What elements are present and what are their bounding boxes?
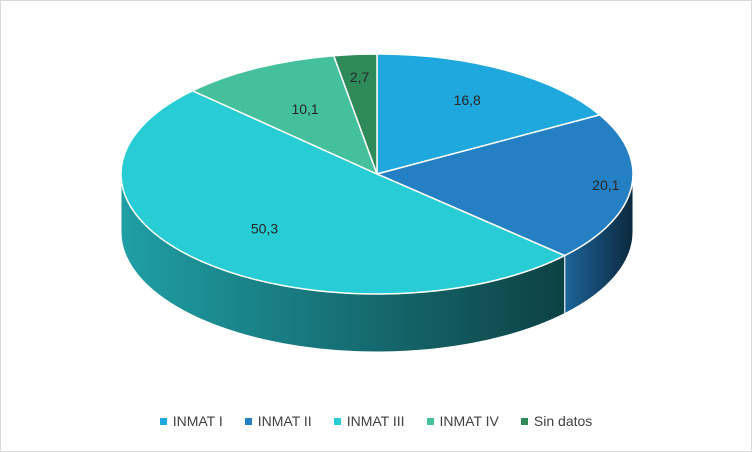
legend-swatch-inmat-i — [159, 417, 167, 425]
legend-item-inmat-ii: INMAT II — [244, 413, 312, 429]
legend-label-sin-datos: Sin datos — [533, 413, 593, 429]
legend-label-inmat-iv: INMAT IV — [439, 413, 499, 429]
legend-swatch-inmat-iv — [426, 417, 434, 425]
slice-inmat-ii — [374, 114, 634, 257]
legend-swatch-inmat-ii — [244, 417, 252, 425]
slice-inmat-iii — [120, 89, 567, 295]
legend-item-sin-datos: Sin datos — [520, 413, 593, 429]
legend-item-inmat-iii: INMAT III — [333, 413, 405, 429]
legend-label-inmat-i: INMAT I — [172, 413, 223, 429]
pie-chart: 16,8 20,1 50,3 10,1 2,7 — [120, 53, 634, 353]
legend-item-inmat-i: INMAT I — [159, 413, 223, 429]
data-label-inmat-ii: 20,1 — [592, 177, 619, 193]
legend-label-inmat-ii: INMAT II — [257, 413, 312, 429]
slice-inmat-i — [376, 53, 602, 175]
data-label-inmat-i: 16,8 — [454, 92, 481, 108]
slice-inmat-iv — [190, 54, 379, 176]
data-label-sin-datos: 2,7 — [350, 69, 370, 85]
legend-label-inmat-iii: INMAT III — [346, 413, 405, 429]
data-label-inmat-iii: 50,3 — [251, 221, 278, 237]
data-label-inmat-iv: 10,1 — [291, 101, 318, 117]
legend-item-inmat-iv: INMAT IV — [426, 413, 499, 429]
legend-swatch-inmat-iii — [333, 417, 341, 425]
slice-sin-datos — [332, 53, 378, 175]
legend: INMAT I INMAT II INMAT III INMAT IV Sin … — [1, 413, 751, 429]
legend-swatch-sin-datos — [520, 417, 528, 425]
